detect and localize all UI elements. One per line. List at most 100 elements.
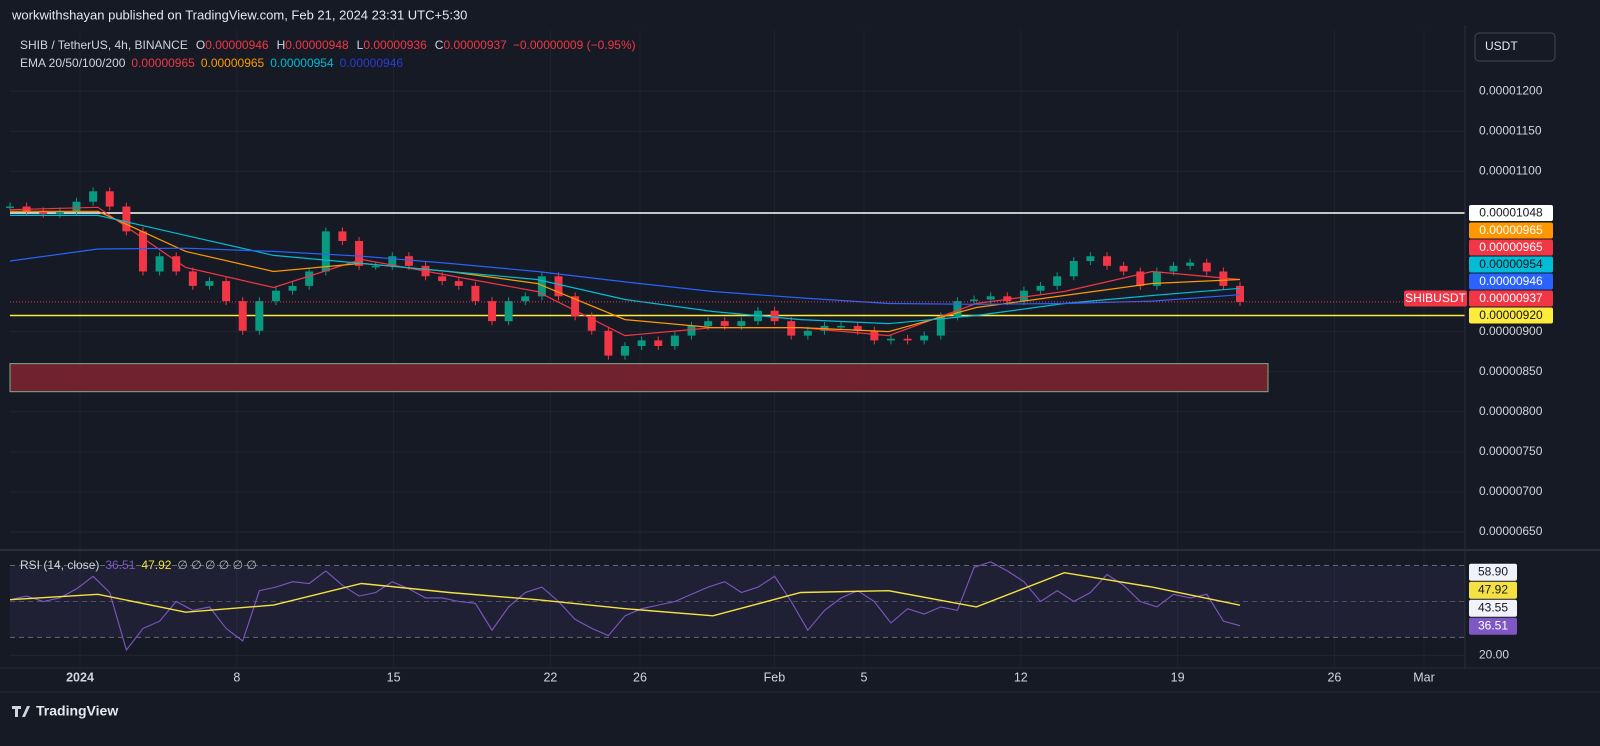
axis-value-box [1469,239,1553,256]
candle-body [1103,256,1112,266]
candle-body [554,276,563,297]
candle-body [787,321,796,336]
candle-body [122,206,131,232]
candle-body [637,340,646,347]
candle-body [687,325,696,336]
change: −0.00000009 (−0.95%) [513,38,636,52]
rsi-line [9,571,1241,617]
candle-body [870,330,879,341]
candle-body [271,290,280,302]
ema-line [10,210,1241,333]
axis-value-label: 0.00000937 [1479,291,1543,305]
x-tick-label: 8 [233,670,240,684]
ohlc-key: L [357,38,364,52]
candle-body [537,276,546,297]
candle-body [654,340,663,347]
candle-body [886,338,895,341]
axis-value-label: 58.90 [1478,564,1508,578]
x-tick-label: 15 [387,670,401,684]
candle-body [355,241,364,266]
legend-title: SHIB / TetherUS, 4h, BINANCE [20,38,188,52]
x-tick-label: 22 [543,670,557,684]
legend: SHIB / TetherUS, 4h, BINANCE O0.00000946 H… [20,38,636,52]
x-tick-label: 2024 [66,670,94,684]
candle-body [238,301,247,331]
axis-value-box [1469,256,1553,273]
candle-body [6,206,14,209]
candle-body [404,256,413,266]
candle-body [155,256,164,272]
ohlc-key: O [196,38,205,52]
axis-value-label: 43.55 [1478,600,1508,614]
logo-mark [12,706,30,717]
candle-body [720,321,729,326]
candle-body [953,301,962,317]
candle-body [670,335,679,347]
candle-body [1152,271,1161,286]
candle-body [222,281,231,302]
candle-body [621,346,629,356]
candle-body [288,285,297,291]
axis-value-box [1469,290,1553,307]
publisher-line: workwithshayan published on TradingView.… [11,7,467,22]
y-tick-label: 0.00000750 [1479,444,1543,458]
brand-logo: TradingView [12,703,118,719]
candle-body [39,211,48,214]
rsi-legend-value: 47.92 [141,558,171,572]
brand-name: TradingView [36,703,118,719]
axis-value-label: 47.92 [1478,582,1508,596]
x-tick-label: 12 [1014,670,1028,684]
currency-button[interactable] [1474,32,1556,62]
candle-body [704,321,713,326]
legend: EMA 20/50/100/200 0.00000965 0.00000965 0.0… [20,56,403,70]
axis-value-label: 0.00000965 [1479,240,1543,254]
candle-body [1169,265,1178,272]
candle-body [903,338,912,341]
candle-body [970,299,979,302]
candle-body [604,330,613,356]
candle-body [1019,290,1028,302]
candle-body [55,211,64,214]
axis-value-box [1469,599,1517,617]
chart-layer: 2024 8 15 22 26 Feb 5 12 19 26 Mar 0.00000650 0.0000… [0,25,1600,693]
candle-body [803,330,812,336]
x-tick-label: 19 [1171,670,1185,684]
y-tick-label: 0.00000800 [1479,404,1543,418]
candle-body [89,191,98,202]
axis-value-label: 36.51 [1478,618,1508,632]
legend: RSI (14, close) 36.51 47.92 ∅ ∅ ∅ ∅ ∅ ∅ [20,558,257,572]
axis-value-box [1469,222,1553,239]
axis-value-box [1469,307,1553,324]
axis-value-box [1469,204,1553,221]
candle-body [587,316,596,331]
candle-body [255,301,264,331]
currency-label: USDT [1485,39,1518,53]
candle-body [1219,271,1228,286]
candle-body [72,201,81,212]
ema-legend-title: EMA 20/50/100/200 [20,56,126,70]
candle-body [138,231,147,272]
candle-body [205,281,214,286]
y-tick-label: 0.00001150 [1479,123,1542,137]
candle-body [321,231,330,272]
candle-body [1036,285,1045,291]
ohlc-value: 0.00000937 [443,38,507,52]
candle-body [737,321,746,326]
ohlc-key: C [435,38,444,52]
candle-body [1086,256,1095,262]
candle-body [504,301,513,322]
candle-body [1069,261,1078,277]
axis-value-box [1469,273,1553,290]
ohlc-value: 0.00000948 [285,38,349,52]
symbol-label: SHIBUSDT [1405,291,1466,305]
candle-body [920,335,929,341]
candle-body [172,256,181,272]
y-tick-label: 0.00000900 [1479,324,1543,338]
axis-value-box [1469,581,1517,599]
candle-body [1136,271,1145,286]
ema-legend-value: 0.00000946 [340,56,404,70]
candle-body [105,191,114,207]
support-zone [9,363,1269,393]
ohlc-value: 0.00000936 [363,38,427,52]
